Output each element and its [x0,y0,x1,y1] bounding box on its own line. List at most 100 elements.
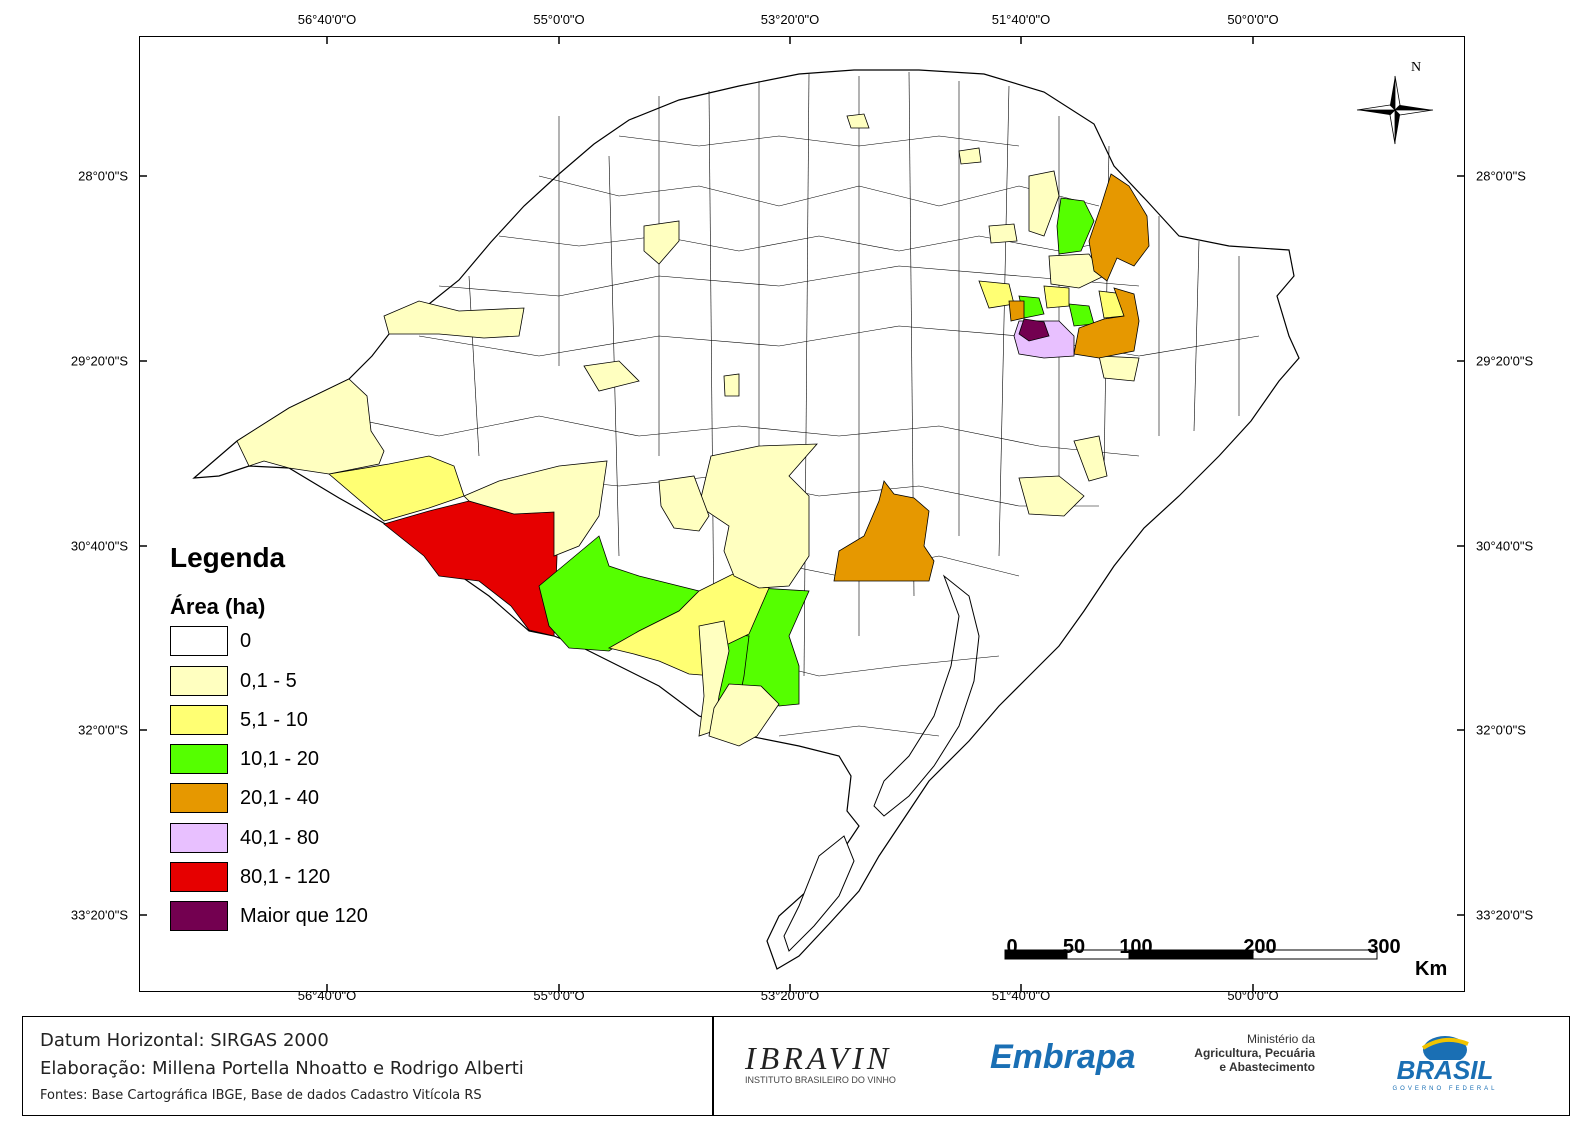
legend-label: Maior que 120 [240,904,368,927]
scale-label-300: 300 [1367,936,1401,958]
municipality-orange-3 [833,480,935,582]
footer-elaboracao: Elaboração: Millena Portella Nhoatto e R… [40,1058,524,1079]
coord-left-4: 32°0'0"S [78,722,128,738]
municipality-red [383,500,558,637]
municipality-pale-1 [236,378,385,475]
municipality-pale-2 [383,300,525,339]
legend-item: Maior que 120 [170,900,368,932]
municipality-orange-4 [1008,300,1025,322]
legend-swatch [170,862,228,892]
municipality-pale-17 [1098,355,1140,382]
coord-left-3: 30°40'0"S [70,538,128,554]
legend-label: 10,1 - 20 [240,747,319,770]
ibravin-logo: IBRAVIN INSTITUTO BRASILEIRO DO VINHO [745,1040,940,1085]
legend-swatch [170,705,228,735]
legend-item: 0,1 - 5 [170,665,297,697]
lagoa-dos-patos [873,574,980,817]
legend-item: 0 [170,625,251,657]
footer-divider [712,1016,714,1116]
lagoa-mirim [783,835,855,952]
municipality-pale-10 [1028,170,1060,237]
coord-left-5: 33°20'0"S [70,907,128,923]
coord-right-2: 29°20'0"S [1476,353,1534,369]
coord-right-1: 28°0'0"S [1476,168,1526,184]
municipality-pale-13 [1018,475,1085,517]
legend-item: 80,1 - 120 [170,861,330,893]
legend-label: 20,1 - 40 [240,786,319,809]
legend-swatch [170,783,228,813]
ministerio-logo: Ministério da Agricultura, Pecuária e Ab… [1165,1032,1315,1074]
map-canvas [139,36,1465,992]
municipalities-colored [236,113,1150,747]
coord-left-2: 29°20'0"S [70,353,128,369]
ministerio-line-2: Agricultura, Pecuária [1194,1046,1315,1060]
municipality-orange-1 [1088,173,1150,282]
embrapa-logo: Embrapa [990,1038,1136,1077]
coord-top-1: 56°40'0"O [297,12,357,27]
municipality-yellow-1 [328,455,465,522]
coord-right-5: 33°20'0"S [1476,907,1534,923]
municipality-pale-14 [846,113,870,129]
legend-item: 5,1 - 10 [170,704,308,736]
legend-item: 20,1 - 40 [170,782,319,814]
legend-subtitle: Área (ha) [170,594,266,619]
municipality-pale-11 [1048,253,1105,289]
footer-fontes: Fontes: Base Cartográfica IBGE, Base de … [40,1088,482,1103]
municipality-orange-2 [1073,287,1140,359]
coord-top-3: 53°20'0"O [760,12,820,27]
municipality-pale-3 [463,460,608,557]
ibravin-wordmark: IBRAVIN [745,1040,893,1076]
scale-label-100: 100 [1119,936,1153,958]
coord-top-4: 51°40'0"O [991,12,1051,27]
legend-swatch [170,744,228,774]
municipality-pale-5 [658,475,710,532]
brasil-logo: BRASIL GOVERNO FEDERAL [1370,1030,1520,1092]
coord-top-2: 55°0'0"O [533,12,585,27]
legend-item: 10,1 - 20 [170,743,319,775]
municipality-purple [1018,318,1050,342]
brasil-subtitle: GOVERNO FEDERAL [1392,1086,1498,1092]
legend-swatch [170,901,228,931]
scale-bar [1004,949,1378,960]
municipality-pale-16 [988,223,1018,244]
scale-label-200: 200 [1243,936,1277,958]
municipality-pale-15 [958,147,982,165]
municipality-yellow-5 [1043,285,1070,309]
coord-right-3: 30°40'0"S [1476,538,1534,554]
north-label: N [1411,60,1422,75]
municipality-pale-7 [708,683,780,747]
embrapa-wordmark: Embrapa [990,1038,1136,1076]
legend-label: 0,1 - 5 [240,669,297,692]
municipality-green-4 [1056,197,1095,255]
footer-box [22,1016,1570,1116]
north-arrow-icon [1356,75,1434,145]
legend-swatch [170,626,228,656]
scale-unit: Km [1415,958,1448,980]
footer-datum: Datum Horizontal: SIRGAS 2000 [40,1030,329,1051]
legend-label: 40,1 - 80 [240,826,319,849]
coord-left-1: 28°0'0"S [78,168,128,184]
municipality-pale-12 [1073,435,1108,482]
scale-label-0: 0 [1006,936,1018,958]
graticule-ticks [139,36,1465,992]
municipality-pale-9 [643,220,680,265]
coord-top-5: 50°0'0"O [1227,12,1279,27]
municipality-pale-4 [698,443,818,589]
scale-label-50: 50 [1062,936,1086,958]
legend-label: 0 [240,629,252,652]
ministerio-line-3: e Abastecimento [1219,1060,1315,1074]
legend-label: 80,1 - 120 [240,865,331,888]
coord-right-4: 32°0'0"S [1476,722,1526,738]
municipality-pale-8 [583,360,640,392]
brasil-globe-icon [1421,1036,1469,1064]
legend-title: Legenda [170,542,286,573]
legend-swatch [170,823,228,853]
legend-label: 5,1 - 10 [240,708,308,731]
ibravin-subtitle: INSTITUTO BRASILEIRO DO VINHO [745,1075,896,1085]
ministerio-line-1: Ministério da [1246,1032,1315,1046]
legend-swatch [170,666,228,696]
municipality-pale-18 [723,373,740,397]
map-frame [139,36,1465,992]
brasil-wordmark: BRASIL [1396,1055,1494,1085]
legend-item: 40,1 - 80 [170,822,319,854]
